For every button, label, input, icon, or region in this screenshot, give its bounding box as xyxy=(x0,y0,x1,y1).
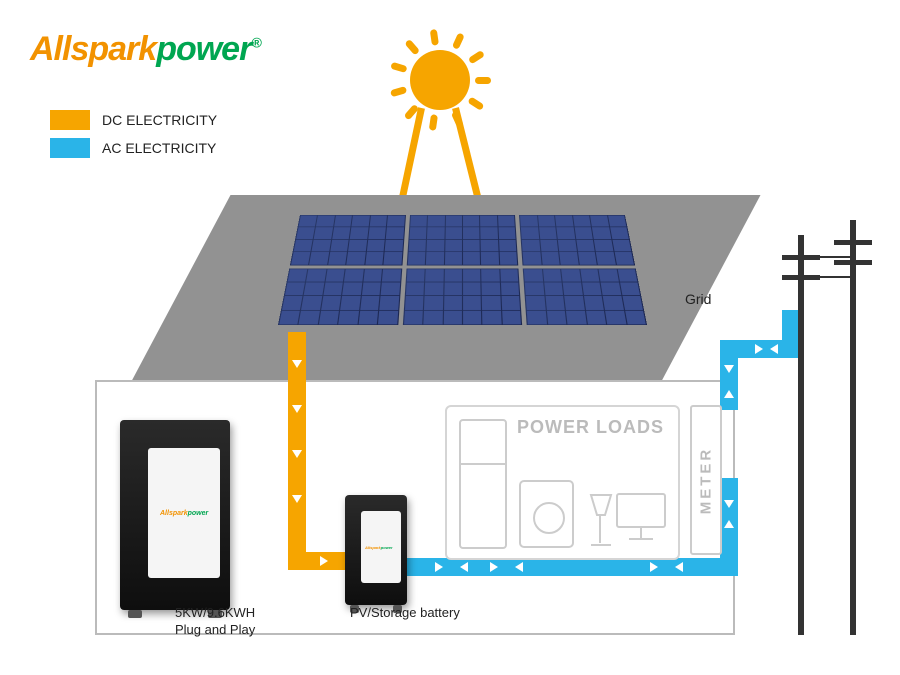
ac-arrow-r1 xyxy=(435,562,443,572)
solar-panel-array xyxy=(278,215,647,325)
wire-1 xyxy=(802,256,852,276)
ac-arrow-d2 xyxy=(724,365,734,373)
inverter-small: Allsparkpower xyxy=(345,495,407,605)
legend-dc: DC ELECTRICITY xyxy=(50,110,217,130)
washer-icon xyxy=(519,480,574,548)
ac-swatch xyxy=(50,138,90,158)
inverter-small-caption: PV/Storage battery xyxy=(350,605,460,622)
ac-arrow-l1 xyxy=(460,562,468,572)
inverter-large: Allsparkpower xyxy=(120,420,230,610)
logo-part1: Allspark xyxy=(30,30,156,68)
pole-1 xyxy=(798,235,804,635)
ac-arrow-l2 xyxy=(515,562,523,572)
crossarm-2a xyxy=(834,240,872,245)
ac-arrow-d1 xyxy=(724,500,734,508)
meter-box: METER xyxy=(690,405,722,555)
dc-arrow-4 xyxy=(292,495,302,503)
power-loads-box: POWER LOADS xyxy=(445,405,680,560)
ac-arrow-r2 xyxy=(490,562,498,572)
dc-arrow-3 xyxy=(292,450,302,458)
brand-logo: Allsparkpower® xyxy=(30,30,261,69)
meter-label: METER xyxy=(698,446,715,514)
ac-arrow-l4 xyxy=(770,344,778,354)
inverter-large-line1: 5KW/9.6KWH xyxy=(175,605,255,620)
lamp-icon xyxy=(585,493,617,548)
legend: DC ELECTRICITY AC ELECTRICITY xyxy=(50,110,217,166)
dc-swatch xyxy=(50,110,90,130)
dc-arrow-1 xyxy=(292,360,302,368)
ac-arrow-l3 xyxy=(675,562,683,572)
legend-ac: AC ELECTRICITY xyxy=(50,138,217,158)
inverter-large-caption: 5KW/9.6KWH Plug and Play xyxy=(175,605,255,639)
inverter-large-line2: Plug and Play xyxy=(175,622,255,637)
ac-label: AC ELECTRICITY xyxy=(102,140,216,156)
grid-label: Grid xyxy=(685,290,711,308)
ac-arrow-r4 xyxy=(755,344,763,354)
dc-arrow-5 xyxy=(320,556,328,566)
power-loads-title: POWER LOADS xyxy=(517,417,664,438)
dc-label: DC ELECTRICITY xyxy=(102,112,217,128)
ac-arrow-r3 xyxy=(650,562,658,572)
logo-part2: power xyxy=(156,30,251,68)
monitor-icon xyxy=(616,493,666,548)
ac-arrow-u1 xyxy=(724,520,734,528)
ac-arrow-u2 xyxy=(724,390,734,398)
fridge-icon xyxy=(459,419,507,549)
dc-arrow-2 xyxy=(292,405,302,413)
pole-2 xyxy=(850,220,856,635)
wire-2 xyxy=(802,276,852,296)
sun-ray-to-panel-1 xyxy=(397,107,425,206)
sun-icon xyxy=(410,50,470,110)
